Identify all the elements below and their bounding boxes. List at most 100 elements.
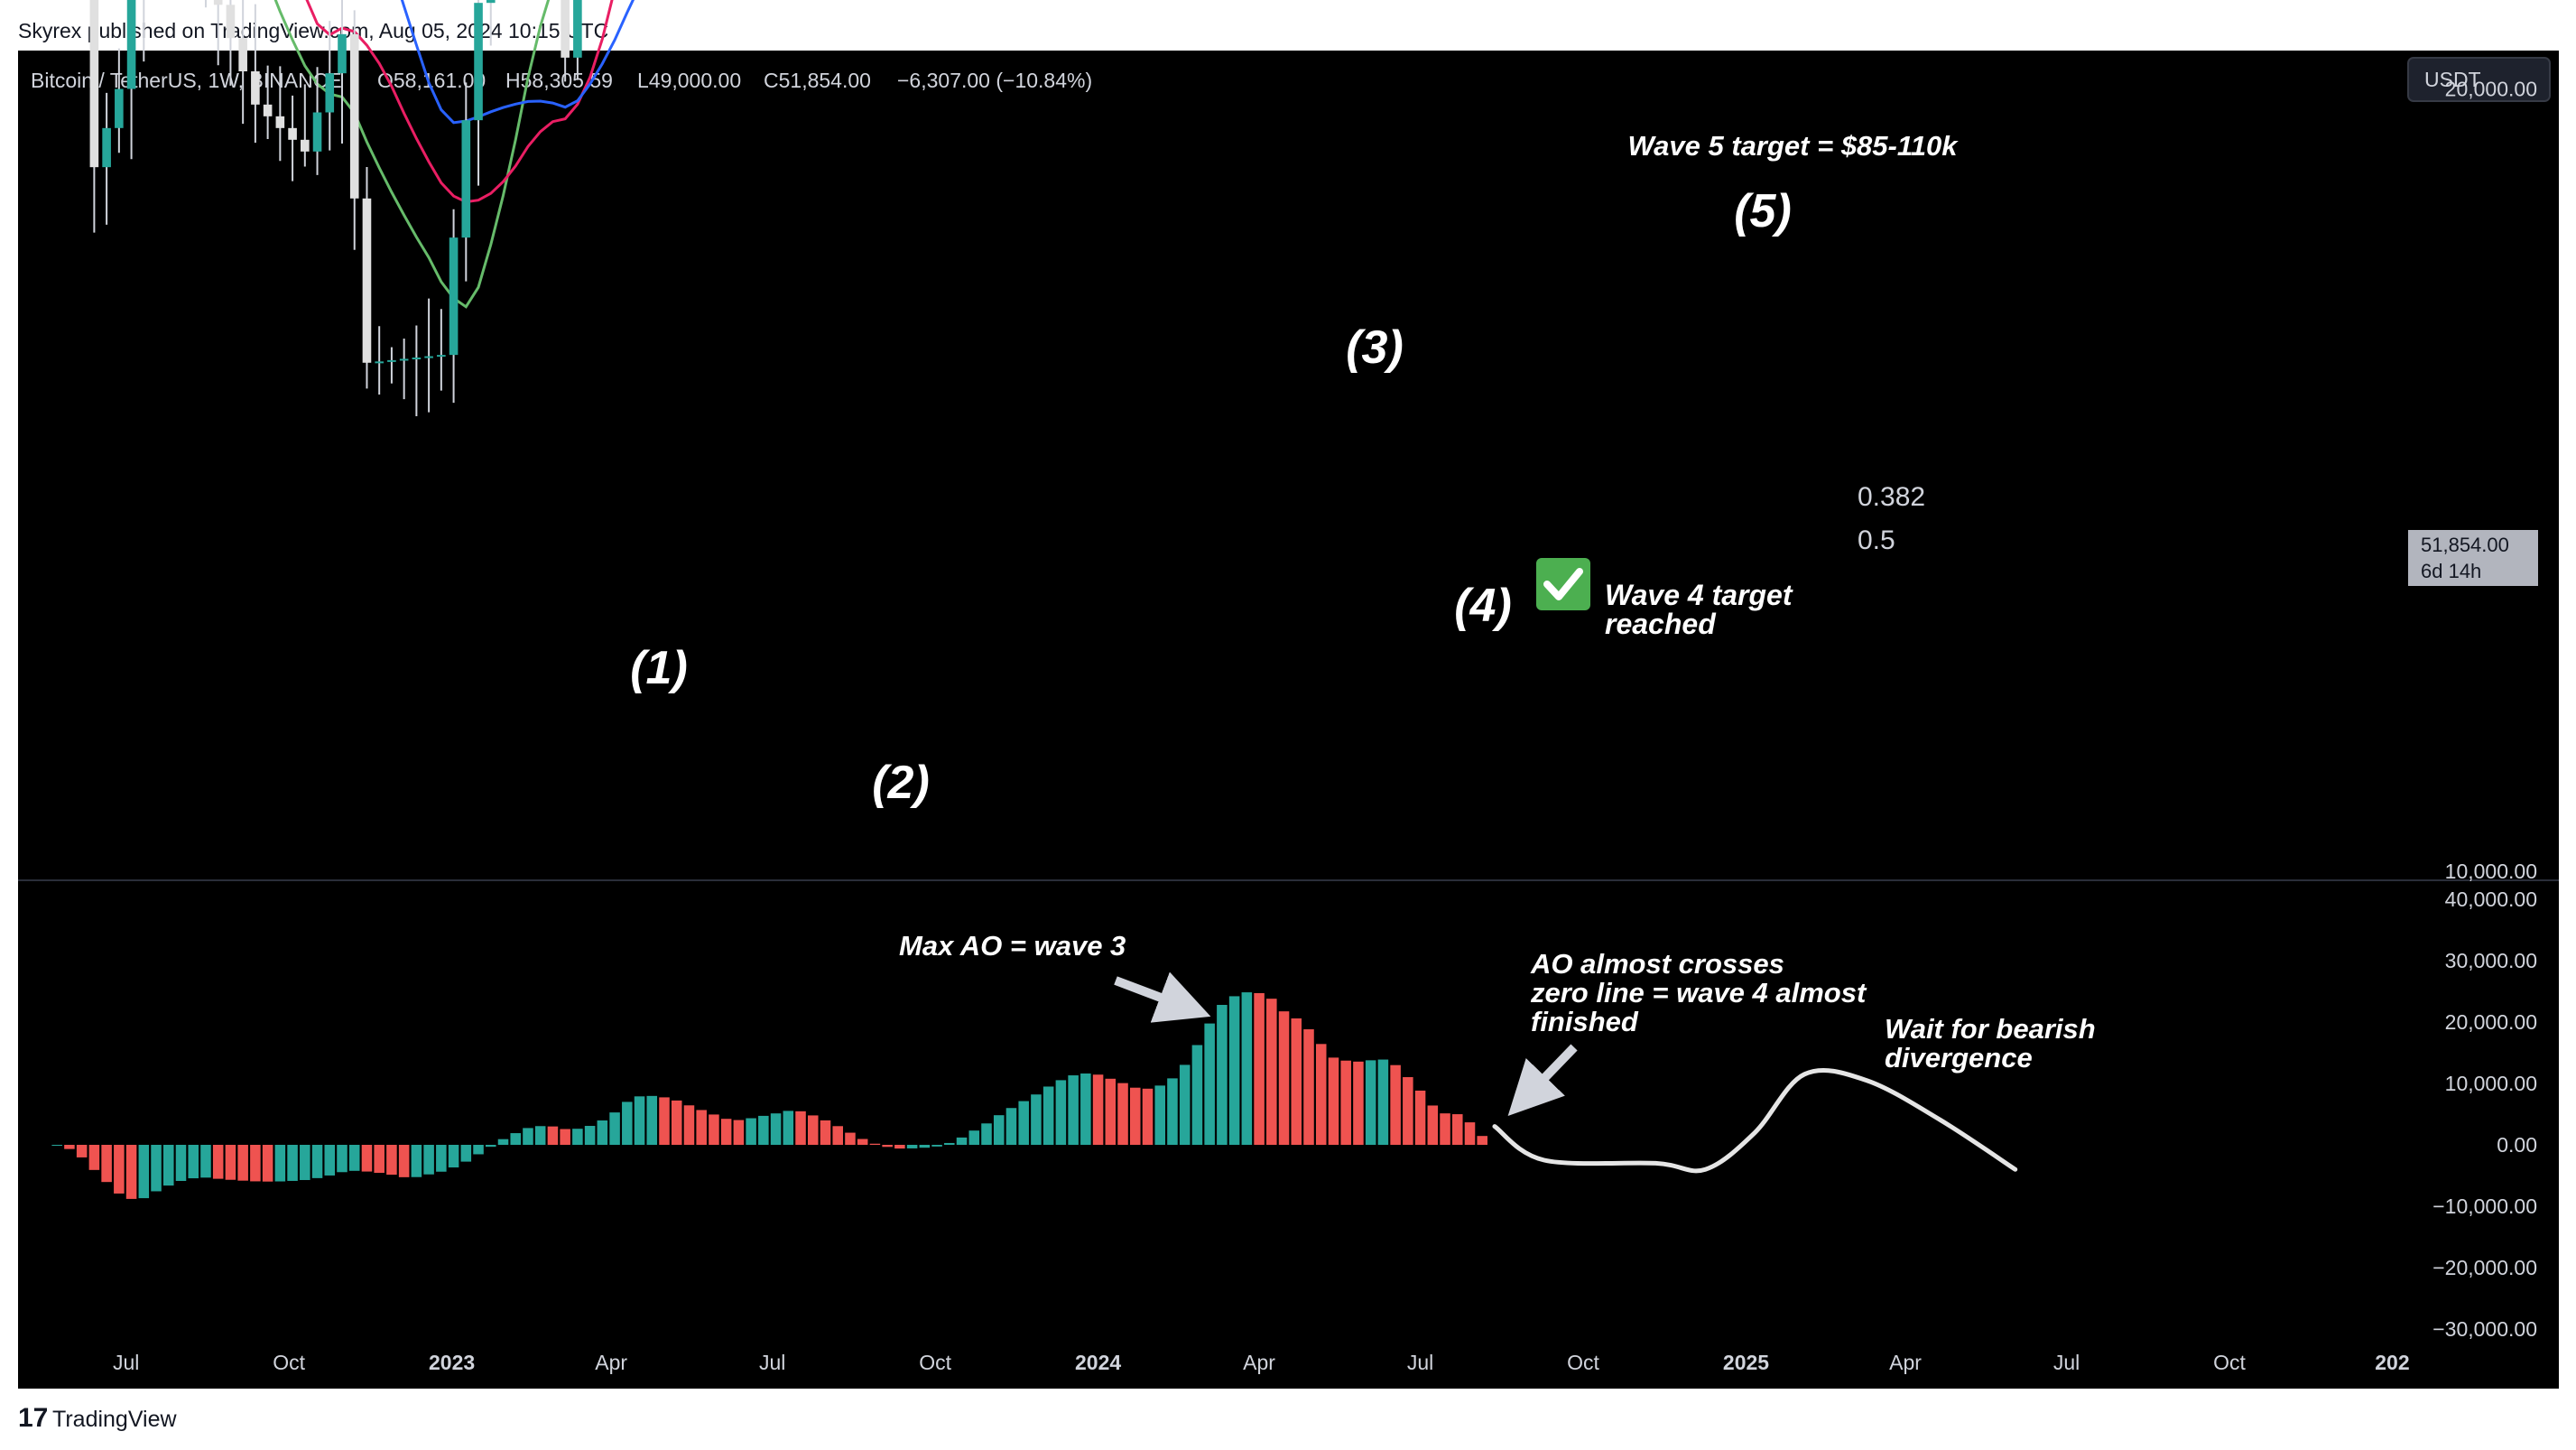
moving-averages <box>273 0 635 309</box>
ao-bar <box>101 1145 112 1183</box>
time-tick-label: Jul <box>1407 1351 1433 1374</box>
ao-bar <box>1130 1087 1141 1145</box>
ao-bar <box>1228 996 1240 1145</box>
price-axis[interactable]: 10,000.0020,000.0030,000.0040,000.0050,0… <box>2433 0 2537 884</box>
ao-axis[interactable]: 40,000.00 30,000.00 20,000.00 10,000.00 0.00… <box>2432 888 2537 1341</box>
ao-bar <box>770 1113 782 1145</box>
ao-histogram <box>51 992 1487 1199</box>
ao-bar <box>151 1145 162 1192</box>
ma-green-line <box>273 0 551 309</box>
ao-bar <box>448 1145 459 1168</box>
ao-bar <box>64 1145 75 1149</box>
ao-bar <box>1377 1059 1389 1145</box>
ao-bar <box>733 1120 745 1145</box>
ao-bar <box>968 1130 980 1145</box>
ao-tick-label: 0.00 <box>2497 1133 2537 1157</box>
ao-bar <box>720 1119 732 1145</box>
time-tick-label: Apr <box>1243 1351 1275 1374</box>
time-tick-label: Oct <box>1567 1351 1599 1374</box>
candle-body <box>325 73 335 113</box>
ao-bar <box>832 1126 843 1145</box>
ao-cross-arrow <box>1507 1044 1578 1116</box>
ao-tick-label: 30,000.00 <box>2445 949 2537 972</box>
ao-bar <box>486 1145 496 1148</box>
current-countdown: 6d 14h <box>2421 560 2481 582</box>
ao-bar <box>894 1145 905 1149</box>
current-price-tag: 51,854.00 6d 14h <box>2408 530 2538 586</box>
ao-bar <box>1204 1023 1215 1145</box>
time-tick-label: Jul <box>759 1351 785 1374</box>
publisher-line: Skyrex published on TradingView.com, Aug… <box>18 19 608 42</box>
ao-bar <box>1266 999 1277 1145</box>
ao-bar <box>572 1129 583 1145</box>
ao-bar <box>138 1145 150 1199</box>
ao-bar <box>188 1145 199 1179</box>
time-tick-label: 2025 <box>1723 1351 1769 1374</box>
wave-3-label: (3) <box>1346 321 1404 374</box>
ao-bar <box>634 1096 645 1145</box>
time-tick-label: Jul <box>2053 1351 2080 1374</box>
ao-bar <box>1291 1018 1302 1145</box>
currency-label: USDT <box>2424 68 2481 91</box>
price-tick-label: 20,000.00 <box>2445 78 2537 101</box>
fib-0382-label: 0.382 <box>1858 482 1925 512</box>
ao-bar <box>696 1110 707 1145</box>
ao-bar <box>274 1145 286 1182</box>
candle-body <box>115 88 124 128</box>
fib-05-label: 0.5 <box>1858 525 1895 555</box>
ao-cross-line2: zero line = wave 4 almost <box>1530 977 1867 1008</box>
ao-bar <box>51 1145 62 1146</box>
ohlc-low: L49,000.00 <box>637 69 741 92</box>
candle-body <box>449 237 459 356</box>
ao-bar <box>88 1145 100 1170</box>
ao-bar <box>671 1100 682 1145</box>
candle-body <box>275 116 285 128</box>
max-ao-arrow <box>1114 971 1211 1023</box>
candle-body <box>362 198 372 363</box>
ao-bar <box>1142 1088 1154 1145</box>
ao-bar <box>783 1111 794 1145</box>
time-tick-label: Oct <box>2213 1351 2246 1374</box>
symbol-legend[interactable]: Bitcoin / TetherUS, 1W, BINANCE O58,161.… <box>31 69 1092 92</box>
ao-bar <box>931 1145 942 1147</box>
ao-bar <box>237 1145 248 1181</box>
check-icon <box>1536 558 1590 610</box>
ao-bar <box>200 1145 211 1178</box>
ao-bar <box>1365 1060 1376 1145</box>
ao-bar <box>225 1145 236 1180</box>
candle-body <box>263 104 273 116</box>
candle-body <box>226 5 236 39</box>
wave4-reached-line1: Wave 4 target <box>1605 579 1793 611</box>
ao-bar <box>311 1145 323 1178</box>
ao-bar <box>163 1145 174 1186</box>
ao-bar <box>882 1145 893 1148</box>
tradingview-logo[interactable]: 17 TradingView <box>18 1403 178 1433</box>
ao-bar <box>795 1111 806 1145</box>
time-axis[interactable]: Jul Oct 2023 Apr Jul Oct 2024 Apr Jul Oct 2025 Apr J… <box>113 1351 2410 1374</box>
ao-tick-label: 10,000.00 <box>2445 1072 2537 1095</box>
ao-bar <box>646 1095 658 1145</box>
target-zone-title: Wave 5 target = $85-110k <box>1627 130 1959 162</box>
ao-bar <box>547 1126 559 1145</box>
ao-bar <box>584 1126 596 1145</box>
ao-tick-label: −20,000.00 <box>2432 1256 2537 1279</box>
chart-background <box>18 51 2559 1389</box>
candle-body <box>102 127 111 168</box>
ao-bar <box>411 1145 422 1177</box>
ao-bar <box>1191 1045 1203 1145</box>
ohlc-change: −6,307.00 (−10.84%) <box>897 69 1092 92</box>
ao-bar <box>1055 1080 1067 1145</box>
time-tick-label: Jul <box>113 1351 139 1374</box>
ao-tick-label: 40,000.00 <box>2445 888 2537 911</box>
ao-bar <box>1068 1075 1079 1145</box>
currency-button[interactable]: USDT <box>2407 57 2551 102</box>
ao-projection-curve <box>1492 1067 2018 1174</box>
candle-body <box>387 359 396 362</box>
ao-bar <box>622 1101 633 1145</box>
tradingview-icon: 17 <box>18 1403 48 1433</box>
ao-bar <box>1353 1061 1364 1145</box>
candle-body <box>573 0 582 58</box>
ao-bar <box>857 1139 868 1145</box>
wave-1-label: (1) <box>630 642 688 694</box>
